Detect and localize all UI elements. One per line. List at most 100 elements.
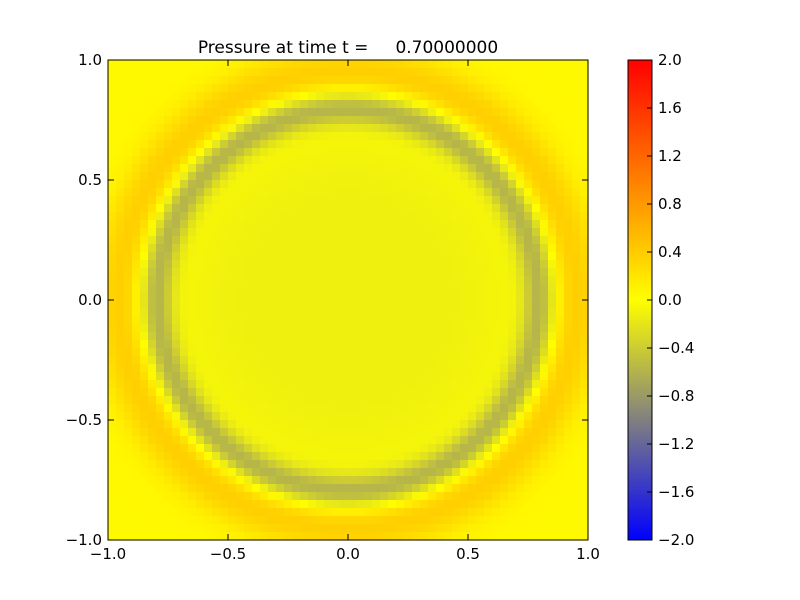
heatmap-cell xyxy=(108,396,117,405)
heatmap-cell xyxy=(188,260,197,269)
heatmap-cell xyxy=(228,204,237,213)
colorbar-tick-label: −1.2 xyxy=(658,435,694,453)
heatmap-cell xyxy=(260,284,269,293)
heatmap-cell xyxy=(164,380,173,389)
heatmap-cell xyxy=(580,460,589,469)
heatmap-cell xyxy=(116,388,125,397)
heatmap-cell xyxy=(116,428,125,437)
heatmap-cell xyxy=(548,220,557,229)
heatmap-cell xyxy=(476,188,485,197)
heatmap-cell xyxy=(124,428,133,437)
heatmap-cell xyxy=(164,156,173,165)
heatmap-cell xyxy=(364,252,373,261)
heatmap-cell xyxy=(388,220,397,229)
heatmap-cell xyxy=(316,84,325,93)
heatmap-cell xyxy=(108,372,117,381)
heatmap-cell xyxy=(108,244,117,253)
heatmap-cell xyxy=(476,236,485,245)
heatmap-cell xyxy=(548,516,557,525)
heatmap-cell xyxy=(148,532,157,541)
heatmap-cell xyxy=(348,148,357,157)
heatmap-cell xyxy=(492,284,501,293)
heatmap-cell xyxy=(580,372,589,381)
heatmap-cell xyxy=(524,148,533,157)
heatmap-cell xyxy=(428,412,437,421)
heatmap-cell xyxy=(460,76,469,85)
heatmap-cell xyxy=(468,60,477,69)
heatmap-cell xyxy=(564,436,573,445)
heatmap-cell xyxy=(492,404,501,413)
heatmap-cell xyxy=(276,396,285,405)
heatmap-cell xyxy=(132,452,141,461)
heatmap-cell xyxy=(108,276,117,285)
heatmap-cell xyxy=(380,108,389,117)
heatmap-cell xyxy=(372,284,381,293)
heatmap-cell xyxy=(332,532,341,541)
heatmap-cell xyxy=(420,316,429,325)
heatmap-cell xyxy=(116,524,125,533)
heatmap-cell xyxy=(500,484,509,493)
heatmap-cell xyxy=(188,444,197,453)
heatmap-cell xyxy=(292,308,301,317)
heatmap-cell xyxy=(236,284,245,293)
heatmap-cell xyxy=(548,260,557,269)
heatmap-cell xyxy=(572,132,581,141)
heatmap-cell xyxy=(108,412,117,421)
heatmap-cell xyxy=(564,188,573,197)
heatmap-cell xyxy=(564,220,573,229)
heatmap-cell xyxy=(316,124,325,133)
heatmap-cell xyxy=(196,468,205,477)
heatmap-cell xyxy=(212,228,221,237)
heatmap-cell xyxy=(372,276,381,285)
heatmap-cell xyxy=(116,308,125,317)
heatmap-cell xyxy=(228,452,237,461)
colorbar-tick-label: 1.6 xyxy=(658,99,682,117)
heatmap-cell xyxy=(388,68,397,77)
heatmap-cell xyxy=(260,140,269,149)
heatmap-cell xyxy=(260,524,269,533)
heatmap-cell xyxy=(148,412,157,421)
heatmap-cell xyxy=(572,404,581,413)
heatmap-cell xyxy=(492,196,501,205)
heatmap-cell xyxy=(540,132,549,141)
heatmap-cell xyxy=(396,508,405,517)
heatmap-cell xyxy=(260,84,269,93)
heatmap-cell xyxy=(300,532,309,541)
heatmap-cell xyxy=(364,84,373,93)
heatmap-cell xyxy=(404,68,413,77)
heatmap-cell xyxy=(516,260,525,269)
heatmap-cell xyxy=(260,228,269,237)
heatmap-cell xyxy=(412,452,421,461)
heatmap-cell xyxy=(180,532,189,541)
heatmap-cell xyxy=(172,260,181,269)
heatmap-cell xyxy=(180,300,189,309)
heatmap-cell xyxy=(388,260,397,269)
heatmap-cell xyxy=(444,412,453,421)
heatmap-cell xyxy=(508,348,517,357)
heatmap-cell xyxy=(172,196,181,205)
heatmap-cell xyxy=(428,436,437,445)
heatmap-cell xyxy=(284,460,293,469)
heatmap-cell xyxy=(276,108,285,117)
heatmap-cell xyxy=(164,500,173,509)
heatmap-cell xyxy=(444,340,453,349)
heatmap-cell xyxy=(260,460,269,469)
heatmap-cell xyxy=(404,244,413,253)
heatmap-cell xyxy=(252,220,261,229)
heatmap-cell xyxy=(308,468,317,477)
heatmap-cell xyxy=(140,140,149,149)
heatmap-cell xyxy=(268,500,277,509)
heatmap-cell xyxy=(516,212,525,221)
heatmap-cell xyxy=(172,252,181,261)
heatmap-cell xyxy=(284,404,293,413)
heatmap-cell xyxy=(524,436,533,445)
heatmap-cell xyxy=(468,444,477,453)
heatmap-cell xyxy=(124,316,133,325)
heatmap-cell xyxy=(140,276,149,285)
heatmap-cell xyxy=(540,356,549,365)
heatmap-cell xyxy=(204,220,213,229)
heatmap-cell xyxy=(364,92,373,101)
heatmap-cell xyxy=(500,132,509,141)
heatmap-cell xyxy=(332,108,341,117)
heatmap-cell xyxy=(572,396,581,405)
